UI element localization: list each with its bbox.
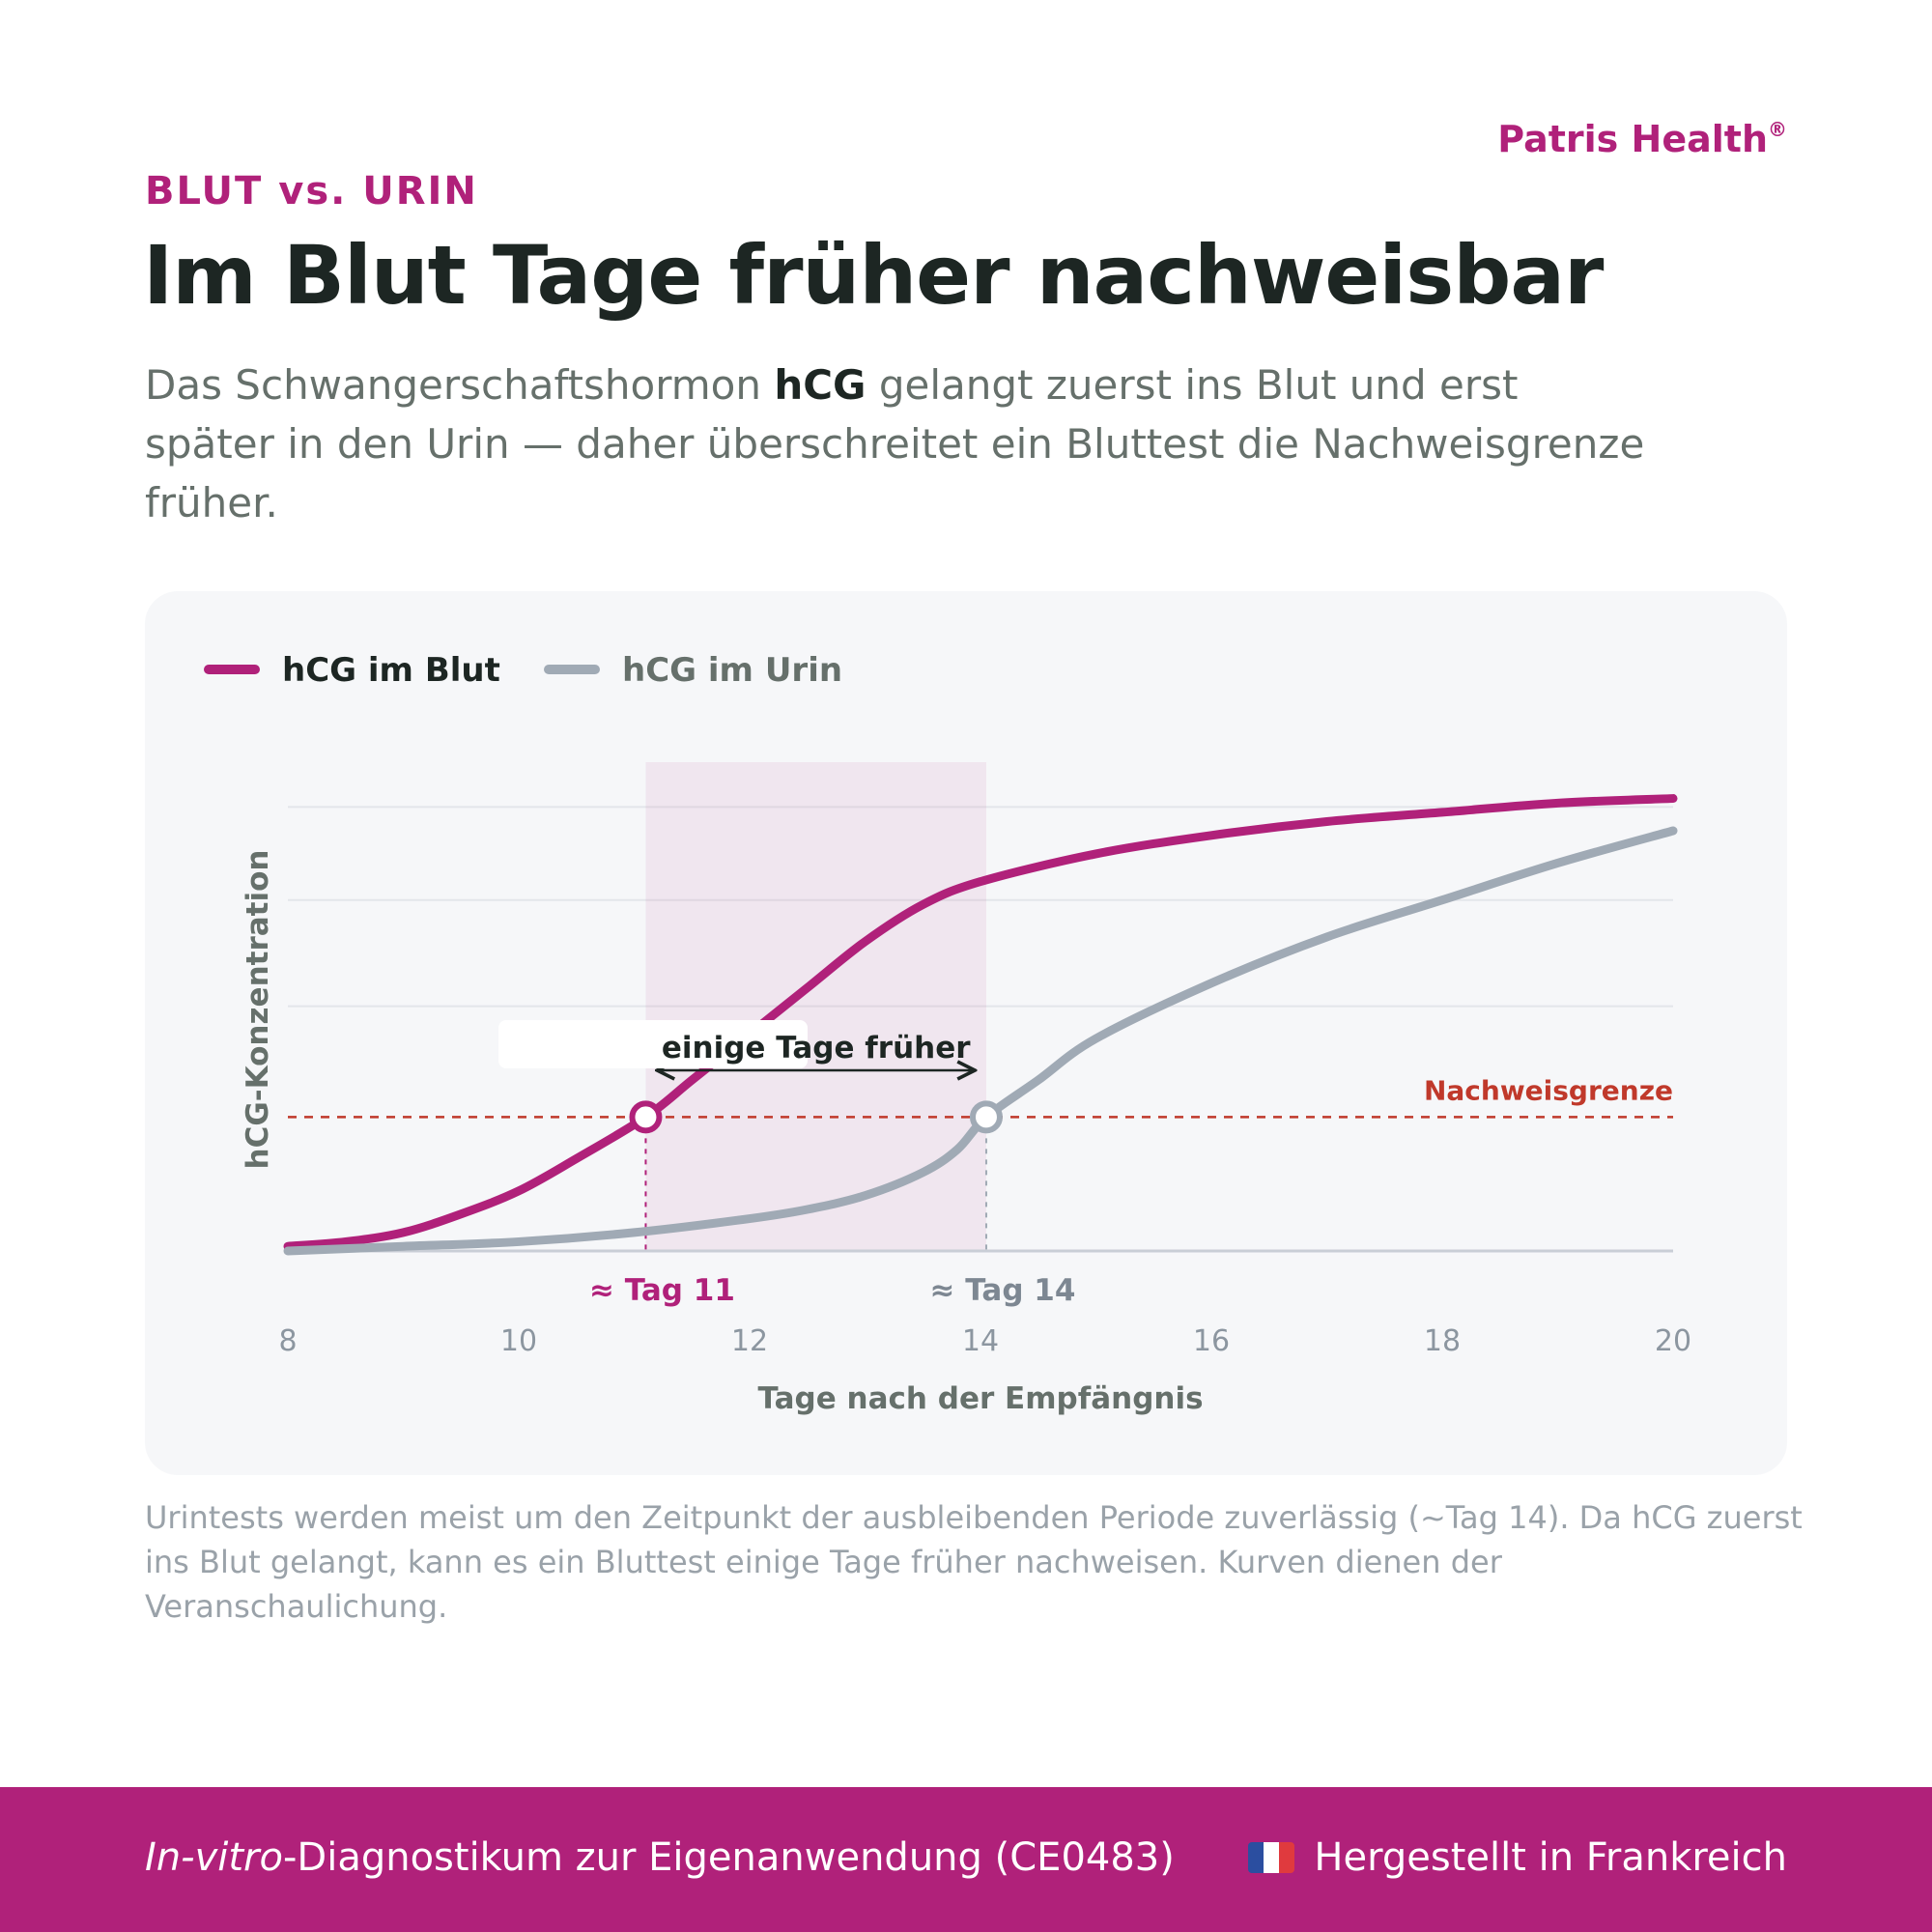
legend-label-urine: hCG im Urin	[622, 651, 842, 690]
france-flag-icon	[1248, 1842, 1295, 1873]
x-tick-label: 14	[962, 1324, 999, 1358]
footnote: Urintests werden meist um den Zeitpunkt …	[145, 1499, 1803, 1625]
difference-label-box	[498, 1020, 808, 1068]
footer-disclaimer: In-vitro-Diagnostikum zur Eigenanwendung…	[145, 1835, 1175, 1880]
threshold-label: Nachweisgrenze	[1424, 1074, 1673, 1106]
highlight-band	[645, 762, 986, 1251]
lead-bold: hCG	[774, 361, 867, 409]
threshold-crossing-point	[629, 1100, 663, 1134]
x-axis-title: Tage nach der Empfängnis	[757, 1381, 1203, 1416]
chart-card: Nachweisgrenze ≈ Tag 11 ≈ Tag 14 einige Tag…	[145, 591, 1787, 1475]
eyebrow-label: BLUT vs. URIN	[145, 169, 478, 213]
marker-label: ≈ Tag 14	[929, 1273, 1075, 1308]
x-tick-label: 12	[731, 1324, 768, 1358]
y-axis-title: hCG-Konzentration	[241, 850, 275, 1170]
x-tick-label: 20	[1655, 1324, 1691, 1358]
threshold-crossing-point	[969, 1100, 1003, 1134]
legend-label-blood: hCG im Blut	[282, 651, 500, 690]
series-line-blood	[283, 794, 1678, 1251]
brand-logo: Patris Health®	[1497, 118, 1787, 160]
difference-label: einige Tage früher	[662, 1031, 971, 1065]
x-tick-label: 10	[500, 1324, 537, 1358]
series-line-urine	[283, 826, 1678, 1256]
chart: Nachweisgrenze ≈ Tag 11 ≈ Tag 14 einige Tag…	[204, 651, 1691, 1416]
x-tick-label: 18	[1424, 1324, 1461, 1358]
marker-label: ≈ Tag 11	[589, 1273, 735, 1308]
footer-origin: Hergestellt in Frankreich	[1248, 1835, 1787, 1880]
x-tick-label: 16	[1193, 1324, 1230, 1358]
footer-bar: In-vitro-Diagnostikum zur Eigenanwendung…	[0, 1787, 1932, 1932]
lead-paragraph: Das Schwangerschaftshormon hCG gelangt z…	[145, 361, 1645, 526]
x-tick-label: 8	[278, 1324, 297, 1358]
page-title: Im Blut Tage früher nachweisbar	[143, 228, 1604, 323]
